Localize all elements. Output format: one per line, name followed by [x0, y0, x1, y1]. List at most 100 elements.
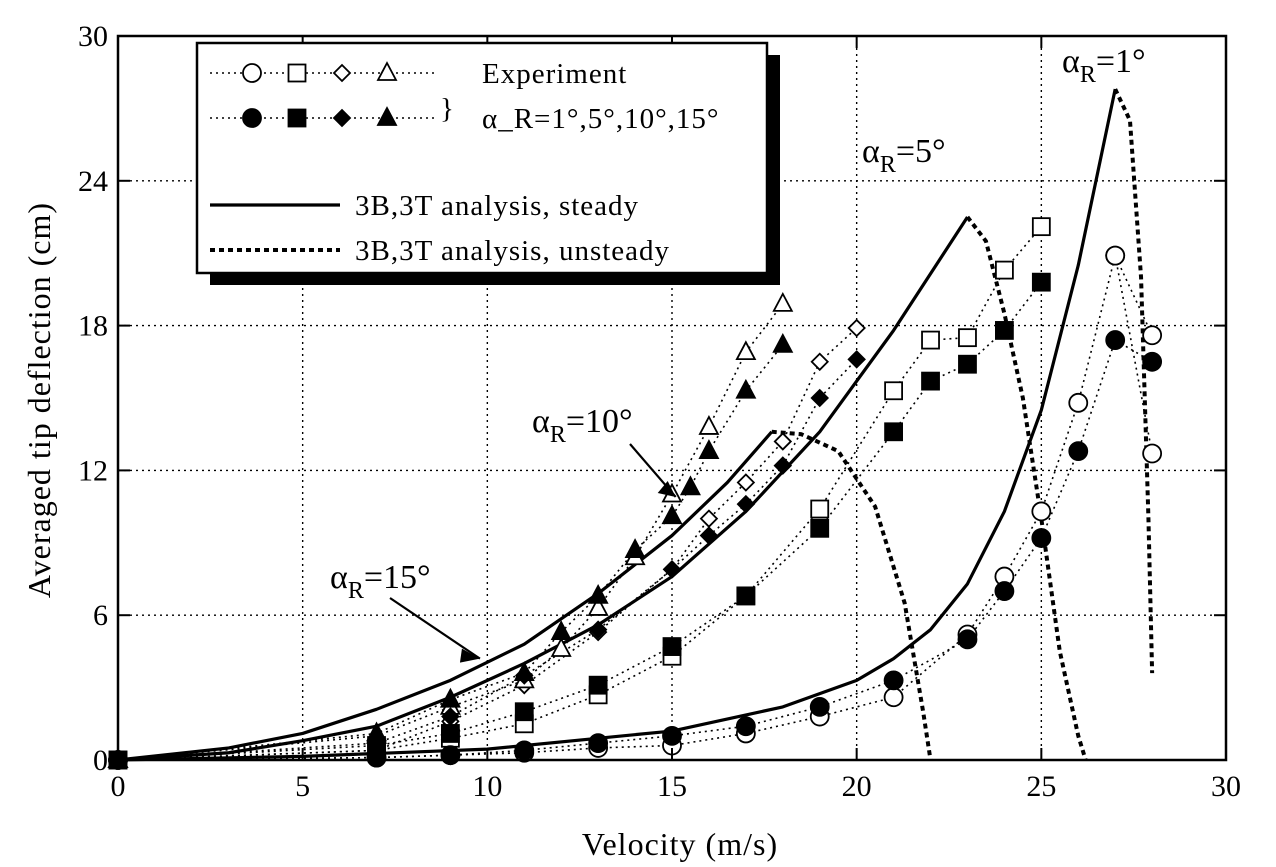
x-tick-label: 15 — [657, 770, 687, 803]
x-tick-label: 25 — [1026, 770, 1056, 803]
axes: 0 5 10 15 20 25 30 0 6 12 18 24 30 — [78, 20, 1241, 803]
y-tick-label: 12 — [78, 454, 108, 487]
y-tick-label: 30 — [78, 20, 108, 53]
filled-square-marker — [1031, 272, 1051, 292]
legend-open-diamond-marker — [332, 63, 352, 83]
filled-triangle-marker — [366, 721, 388, 742]
legend-open-square-marker — [287, 63, 307, 83]
filled-square-marker — [514, 702, 534, 722]
filled-circle-marker — [1142, 351, 1163, 372]
open-diamond-marker — [810, 352, 830, 372]
open-circle-marker — [883, 687, 904, 708]
filled-square-marker — [736, 586, 756, 606]
legend-filled-square-marker — [287, 108, 307, 128]
angle-annotation: αR=5° — [862, 133, 946, 178]
unsteady-analysis-line — [771, 429, 933, 761]
filled-circle-marker — [994, 581, 1015, 601]
open-square-marker — [995, 260, 1014, 280]
markers-layer — [107, 217, 1163, 770]
filled-diamond-marker — [810, 388, 830, 408]
open-triangle-marker — [735, 340, 757, 361]
steady-analysis-line — [117, 430, 773, 762]
open-diamond-marker — [736, 473, 756, 492]
open-circle-marker — [1068, 392, 1089, 413]
annotation-arrowhead-10 — [657, 480, 676, 497]
legend-filled-circle-marker — [242, 108, 262, 128]
x-tick-label: 0 — [111, 770, 126, 803]
filled-triangle-marker — [661, 504, 683, 525]
open-square-marker — [921, 330, 940, 350]
angle-annotation: αR=15° — [330, 559, 431, 604]
experiment-connector-line — [117, 303, 784, 761]
unsteady-analysis-line — [965, 215, 1088, 761]
y-tick-label: 24 — [78, 165, 108, 198]
legend-open-triangle-marker — [376, 61, 398, 81]
steady-analysis-line — [117, 216, 969, 762]
open-triangle-marker — [550, 637, 572, 657]
x-tick-label: 20 — [842, 770, 872, 803]
filled-circle-marker — [735, 716, 756, 737]
angle-annotation: αR=10° — [532, 403, 633, 448]
filled-square-marker — [884, 422, 903, 442]
y-tick-label: 18 — [78, 310, 108, 343]
annotation-arrowhead-15 — [459, 648, 480, 663]
filled-triangle-marker — [624, 538, 646, 558]
filled-circle-marker — [440, 745, 461, 766]
x-tick-label: 30 — [1211, 770, 1241, 803]
experiment-connector-line — [117, 281, 1042, 761]
legend: } Experiment α_R=1°,5°,10°,15° 3B,3T analys… — [195, 41, 780, 285]
open-square-marker — [810, 499, 830, 519]
legend-filled-triangle-marker — [376, 106, 398, 126]
open-triangle-marker — [698, 415, 720, 435]
filled-square-marker — [588, 675, 608, 695]
open-circle-marker — [1142, 325, 1163, 346]
legend-experiment-label: Experiment — [482, 58, 627, 90]
filled-diamond-marker — [736, 494, 756, 514]
filled-diamond-marker — [847, 350, 866, 369]
filled-square-marker — [440, 724, 460, 743]
filled-triangle-marker — [550, 620, 572, 640]
open-circle-marker — [1142, 443, 1163, 464]
y-tick-label: 0 — [93, 744, 108, 777]
filled-triangle-marker — [735, 378, 757, 399]
open-diamond-marker — [773, 432, 793, 451]
filled-triangle-marker — [513, 661, 535, 682]
legend-brace: } — [440, 93, 455, 125]
legend-filled-diamond-marker — [332, 108, 352, 128]
open-square-marker — [884, 381, 903, 401]
filled-triangle-marker — [772, 332, 794, 353]
filled-square-marker — [921, 371, 940, 391]
filled-triangle-marker — [587, 583, 609, 604]
open-circle-marker — [1105, 245, 1126, 266]
unsteady-analysis-line — [1113, 88, 1155, 674]
legend-experiment-angles: α_R=1°,5°,10°,15° — [482, 103, 720, 135]
open-triangle-marker — [772, 291, 794, 312]
open-circle-marker — [1031, 501, 1052, 522]
filled-circle-marker — [1105, 330, 1126, 350]
filled-diamond-marker — [699, 526, 719, 545]
filled-triangle-marker — [439, 687, 461, 708]
open-diamond-marker — [847, 318, 866, 338]
filled-diamond-marker — [773, 456, 793, 475]
annotation-arrow-15 — [389, 597, 481, 660]
annotations: αR=1° αR=5° αR=10° αR=15° — [330, 43, 1146, 663]
x-tick-label: 5 — [295, 770, 310, 803]
filled-diamond-marker — [441, 707, 460, 726]
filled-circle-marker — [883, 670, 904, 691]
filled-diamond-marker — [588, 620, 608, 639]
open-square-marker — [958, 328, 977, 348]
y-axis-title: Averaged tip deflection (cm) — [21, 202, 57, 598]
y-tick-label: 6 — [93, 599, 108, 632]
filled-triangle-marker — [698, 439, 720, 459]
filled-circle-marker — [662, 725, 682, 746]
filled-square-marker — [662, 637, 682, 656]
legend-steady-label: 3B,3T analysis, steady — [355, 190, 639, 222]
filled-circle-marker — [1031, 528, 1052, 548]
filled-circle-marker — [588, 733, 609, 754]
filled-square-marker — [810, 518, 830, 538]
filled-circle-marker — [809, 697, 830, 717]
filled-triangle-marker — [679, 475, 701, 496]
angle-annotation: αR=1° — [1062, 43, 1146, 88]
filled-circle-marker — [514, 740, 535, 761]
filled-circle-marker — [1068, 441, 1089, 461]
